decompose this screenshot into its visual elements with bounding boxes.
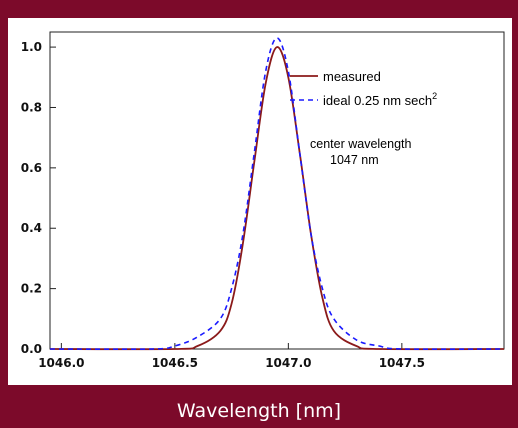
x-tick-label: 1046.5 [152,356,198,370]
x-axis-title: Wavelength [nm] [176,400,342,422]
annotation: center wavelength 1047 nm [310,137,412,167]
plot-panel: 0.0 0.2 0.4 0.6 0.8 1.0 1046.0 1046.5 1047.0 1047… [8,18,512,385]
series-ideal-sech2-line [49,37,505,351]
annotation-line-2: 1047 nm [330,153,379,167]
chart-svg: 0.0 0.2 0.4 0.6 0.8 1.0 1046.0 1046.5 1047.0 1047… [21,31,505,370]
legend-label: measured [323,69,381,84]
y-tick-label: 0.2 [21,282,42,296]
x-tick-label: 1046.0 [38,356,84,370]
plot-frame [49,31,505,350]
x-tick-label: 1047.0 [265,356,311,370]
series-measured-line [49,46,505,351]
y-tick-label: 0.8 [21,100,42,114]
legend-label: ideal 0.25 nm sech2 [323,91,437,108]
y-tick-label: 1.0 [21,40,42,54]
y-tick-label: 0.6 [21,161,42,175]
x-tick-label: 1047.5 [379,356,425,370]
series-layer [49,37,505,351]
legend: measured ideal 0.25 nm sech2 [290,69,437,108]
axes: 0.0 0.2 0.4 0.6 0.8 1.0 1046.0 1046.5 1047.0 1047… [21,31,505,370]
y-tick-label: 0.4 [21,221,42,235]
y-tick-label: 0.0 [21,342,42,356]
annotation-line-1: center wavelength [310,137,412,151]
